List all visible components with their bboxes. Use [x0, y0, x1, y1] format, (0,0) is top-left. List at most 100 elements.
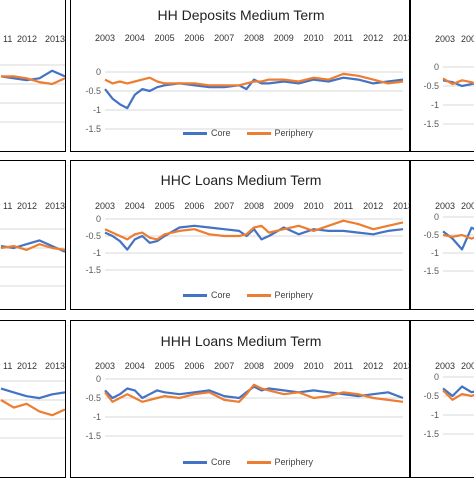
x-tick-label: 2004 — [461, 34, 474, 44]
x-tick-label: 2003 — [95, 361, 115, 371]
legend-swatch-core — [183, 132, 207, 136]
y-tick-label: -1.5 — [423, 266, 439, 276]
y-tick-label: 0 — [96, 214, 101, 224]
chart-plot: 0 -0.5 -1 -1.5 2003 2004 2005 2006 2007 2008 2009 2… — [85, 201, 411, 275]
y-tick-label: -1 — [431, 410, 439, 420]
x-tick-label: 2010 — [304, 33, 324, 43]
series-line-periphery — [1, 75, 66, 86]
chart-plot: 11 2012 2013 — [0, 34, 66, 123]
legend-label-core: Core — [211, 457, 231, 467]
y-tick-label: -0.5 — [423, 81, 439, 91]
y-tick-label: 0 — [434, 212, 439, 222]
x-tick-label: 2003 — [435, 361, 455, 371]
legend-swatch-periphery — [246, 132, 271, 136]
y-tick-label: 0 — [96, 67, 101, 77]
chart-title: HH Deposits Medium Term — [157, 7, 325, 23]
series-line-periphery — [104, 383, 404, 403]
series-line-periphery — [442, 77, 474, 86]
legend-swatch-core — [183, 461, 207, 465]
y-tick-label: 0 — [434, 372, 439, 382]
series-line-periphery — [0, 243, 66, 252]
x-tick-label: 2007 — [214, 33, 234, 43]
y-tick-label: -1.5 — [85, 265, 101, 275]
chart-legend: Core Periphery — [183, 457, 313, 467]
x-tick-label: 2005 — [155, 33, 175, 43]
x-tick-label: 2011 — [334, 361, 353, 371]
x-tick-label: 2009 — [274, 361, 294, 371]
chart-plot: 0 -0.5 -1 -1.5 2003 2004 — [423, 361, 474, 439]
x-tick-label: 2010 — [304, 201, 324, 211]
x-tick-label: 2006 — [184, 361, 204, 371]
x-tick-label: 2004 — [125, 361, 145, 371]
y-tick-label: -1 — [93, 105, 101, 115]
x-tick-label: 2012 — [363, 201, 383, 211]
y-tick-label: -0.5 — [85, 393, 101, 403]
y-tick-label: -0.5 — [85, 86, 101, 96]
y-tick-label: -0.5 — [423, 230, 439, 240]
x-tick-label: 2009 — [274, 201, 294, 211]
y-tick-label: -1.5 — [423, 119, 439, 129]
x-tick-label: 11 — [3, 201, 12, 211]
legend-entry-core: Core — [183, 290, 231, 300]
x-tick-label: 2006 — [184, 201, 204, 211]
x-tick-label: 2012 — [363, 33, 383, 43]
legend-swatch-periphery — [246, 294, 271, 298]
series-line-periphery — [104, 219, 404, 241]
y-tick-label: 0 — [96, 374, 101, 384]
chart-plot: 0 -0.5 -1 -1.5 2003 2004 — [423, 34, 474, 129]
legend-entry-periphery: Periphery — [246, 128, 314, 138]
y-tick-label: -0.5 — [423, 391, 439, 401]
series-line-core — [104, 224, 404, 251]
x-tick-label: 2013 — [45, 34, 65, 44]
x-tick-label: 2003 — [435, 201, 455, 211]
legend-entry-periphery: Periphery — [246, 457, 313, 467]
x-tick-label: 2008 — [244, 33, 264, 43]
x-tick-label: 2004 — [461, 361, 474, 371]
series-line-core — [104, 385, 404, 400]
legend-label-core: Core — [211, 290, 231, 300]
x-tick-label: 2013 — [393, 33, 411, 43]
x-tick-label: 2003 — [95, 201, 115, 211]
chart-title: HHC Loans Medium Term — [160, 172, 322, 188]
x-tick-label: 2013 — [45, 361, 65, 371]
y-tick-label: -1.5 — [85, 431, 101, 441]
x-tick-label: 2004 — [125, 201, 145, 211]
x-tick-label: 2011 — [334, 33, 353, 43]
x-tick-label: 2007 — [214, 201, 234, 211]
series-line-periphery — [442, 233, 474, 240]
x-tick-label: 2008 — [244, 361, 264, 371]
y-tick-label: -1 — [431, 100, 439, 110]
y-tick-label: -1 — [93, 248, 101, 258]
x-tick-label: 2012 — [17, 361, 37, 371]
legend-entry-periphery: Periphery — [246, 290, 314, 300]
x-tick-label: 2009 — [274, 33, 294, 43]
x-tick-label: 2008 — [244, 201, 264, 211]
x-tick-label: 2013 — [393, 361, 411, 371]
series-line-periphery — [104, 72, 404, 87]
series-line-core — [0, 239, 66, 253]
chart-panel-left-bottom: 11 2012 2013 — [0, 320, 66, 478]
chart-panel-hhh-loans: HHH Loans Medium Term 0 -0.5 -1 -1.5 2003 200… — [70, 320, 411, 478]
series-line-periphery — [442, 389, 474, 401]
x-tick-label: 2003 — [435, 34, 455, 44]
legend-label-periphery: Periphery — [274, 128, 314, 138]
x-tick-label: 2012 — [17, 201, 37, 211]
chart-panel-left-middle: 11 2012 2013 — [0, 160, 66, 310]
x-tick-label: 2010 — [304, 361, 324, 371]
x-tick-label: 2006 — [184, 33, 204, 43]
y-tick-label: -1 — [93, 412, 101, 422]
y-tick-label: -0.5 — [85, 231, 101, 241]
x-tick-label: 11 — [3, 361, 12, 371]
series-line-periphery — [0, 399, 66, 417]
x-tick-label: 2013 — [45, 201, 65, 211]
chart-legend: Core Periphery — [183, 128, 313, 138]
chart-plot: 11 2012 2013 — [0, 201, 66, 287]
chart-plot: 0 -0.5 -1 -1.5 2003 2004 — [423, 201, 474, 276]
x-tick-label: 2011 — [334, 201, 353, 211]
series-line-core — [442, 385, 474, 398]
legend-label-periphery: Periphery — [274, 290, 314, 300]
chart-panel-right-bottom: 0 -0.5 -1 -1.5 2003 2004 — [410, 320, 474, 478]
chart-plot: 0 -0.5 -1 -1.5 2003 2004 2005 2006 2007 2008 2009 2… — [85, 361, 411, 441]
legend-swatch-periphery — [246, 461, 271, 465]
x-tick-label: 2005 — [155, 361, 175, 371]
